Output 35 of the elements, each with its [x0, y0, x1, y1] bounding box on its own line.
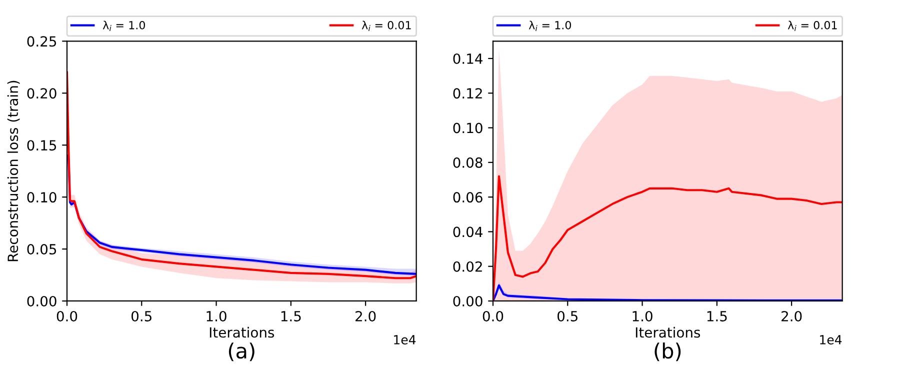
y-tick-label: 0.06: [453, 192, 482, 203]
x-axis-title: Iterations: [636, 326, 700, 338]
text: (b): [654, 342, 681, 362]
x-tick-label: 0.0: [56, 310, 78, 322]
x-tick-label: 1.5: [707, 311, 727, 322]
text: 1e4: [820, 335, 842, 344]
x-tick-label: 1.0: [206, 310, 226, 322]
y-tick-label: 0.00: [453, 296, 482, 306]
y-axis-title: Reconstruction loss (train): [7, 80, 20, 262]
y-tick-label: 0.14: [453, 53, 482, 64]
y-tick-label: 0.10: [27, 192, 56, 203]
legend-label: λ$_{i}$ = 0.01: [788, 20, 837, 32]
x-tick-label: 0.5: [558, 310, 578, 322]
x-tick-label: 1.0: [632, 310, 652, 322]
x-tick-label: 1.5: [281, 311, 301, 322]
y-tick-label: 0.00: [27, 296, 56, 306]
x-axis-title: Iterations: [210, 326, 274, 338]
x-tick-label: 2.0: [356, 310, 376, 322]
y-tick-label: 0.20: [27, 88, 56, 99]
legend-label: λ$_{i}$ = 1.0: [102, 20, 145, 32]
text: 1e4: [394, 335, 416, 344]
y-tick-label: 0.04: [453, 226, 482, 238]
y-tick-label: 0.10: [453, 122, 482, 134]
text: (a): [228, 342, 254, 362]
y-tick-label: 0.12: [453, 88, 482, 99]
x-tick-label: 2.0: [782, 310, 802, 322]
x-tick-label: 0.5: [132, 310, 152, 322]
y-tick-label: 0.02: [453, 261, 482, 272]
x-tick-label: 0.0: [482, 310, 504, 322]
y-tick-label: 0.08: [453, 157, 482, 168]
y-tick-label: 0.25: [27, 36, 56, 47]
y-tick-label: 0.15: [27, 140, 56, 151]
y-tick-label: 0.05: [27, 244, 56, 254]
legend-label: λ$_{i}$ = 1.0: [528, 20, 572, 32]
legend-label: λ$_{i}$ = 0.01: [362, 20, 411, 32]
